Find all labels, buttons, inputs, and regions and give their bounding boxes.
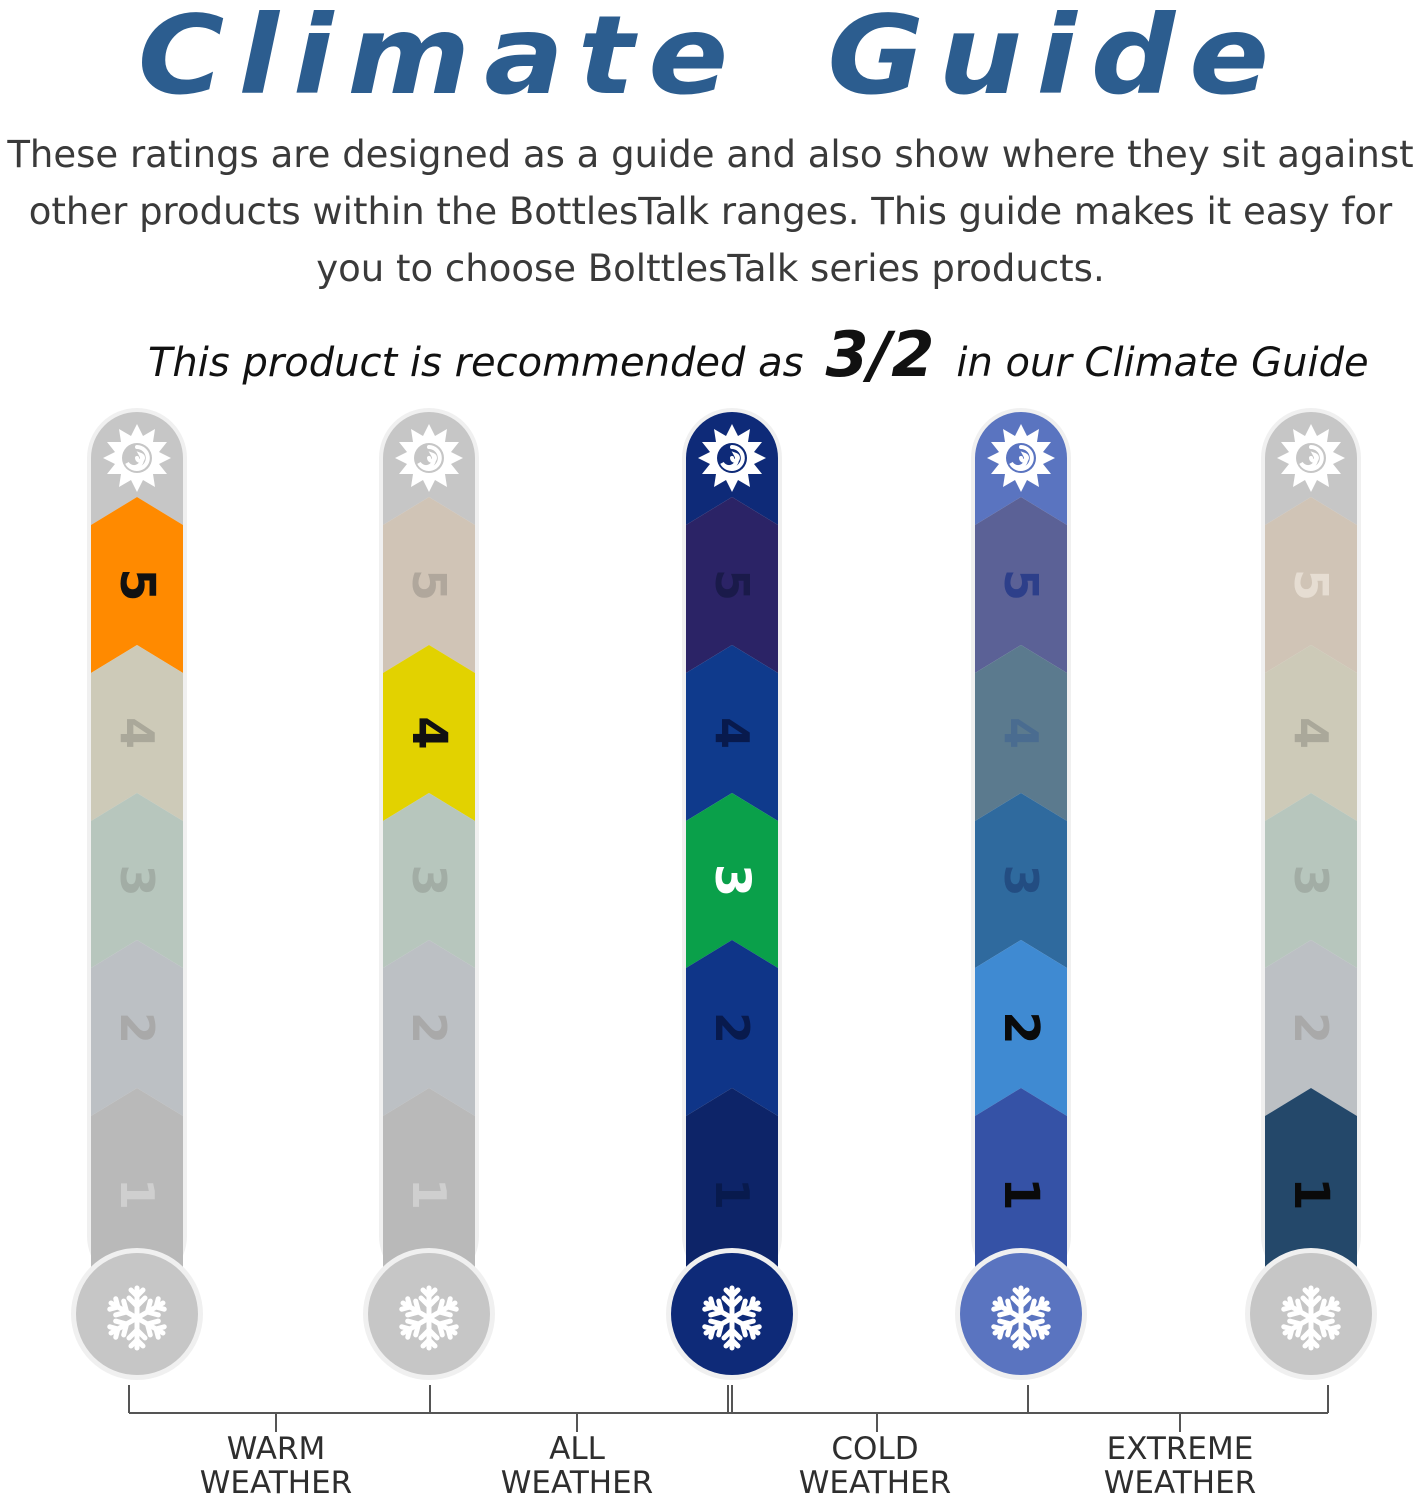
segment-level-2 [975, 940, 1067, 1116]
segment-level-4 [383, 645, 475, 821]
segment-level-1 [91, 1088, 183, 1280]
gauge-3: 5 4 3 2 1 [666, 408, 798, 1380]
level-label-4: 4 [1284, 717, 1338, 749]
segment-level-1 [1265, 1088, 1357, 1280]
segment-level-3 [91, 793, 183, 968]
segment-level-4 [975, 645, 1067, 821]
category-label: WARM WEATHER [156, 1432, 396, 1500]
level-label-4: 4 [401, 716, 457, 749]
level-label-4: 4 [705, 717, 759, 749]
segment-level-2 [383, 940, 475, 1116]
category-line-2: WEATHER [199, 1465, 353, 1501]
gauge-2: 5 4 3 2 1 [363, 408, 495, 1380]
gauge-4: 5 4 3 2 1 [955, 408, 1087, 1380]
segment-level-3 [686, 793, 778, 968]
level-label-1: 1 [705, 1178, 759, 1210]
description: These ratings are designed as a guide an… [0, 126, 1421, 297]
level-label-3: 3 [704, 864, 760, 897]
category-line-1: ALL [549, 1431, 605, 1467]
level-label-3: 3 [1284, 864, 1338, 896]
segment-level-5 [1265, 497, 1357, 673]
segment-level-5 [91, 497, 183, 673]
level-label-2: 2 [110, 1012, 164, 1044]
level-label-3: 3 [994, 864, 1048, 896]
recommendation-suffix: in our Climate Guide [956, 340, 1369, 386]
segment-level-5 [686, 497, 778, 673]
segment-level-5 [975, 497, 1067, 673]
category-line-1: WARM [226, 1431, 326, 1467]
gauge-5: 5 4 3 2 1 [1245, 408, 1377, 1380]
level-label-2: 2 [1284, 1012, 1338, 1044]
segment-level-4 [686, 645, 778, 821]
segment-level-5 [383, 497, 475, 673]
level-label-2: 2 [993, 1011, 1049, 1044]
level-label-1: 1 [993, 1177, 1049, 1210]
category-line-2: WEATHER [1103, 1465, 1257, 1501]
level-label-1: 1 [110, 1178, 164, 1210]
category-label: COLD WEATHER [755, 1432, 995, 1500]
recommendation-rating: 3/2 [825, 318, 935, 391]
category-label: EXTREME WEATHER [1060, 1432, 1300, 1500]
level-label-3: 3 [110, 864, 164, 896]
level-label-2: 2 [402, 1012, 456, 1044]
description-line-2: other products within the BottlesTalk ra… [28, 190, 1393, 233]
segment-level-2 [1265, 940, 1357, 1116]
segment-level-1 [975, 1088, 1067, 1280]
level-label-5: 5 [705, 569, 759, 601]
level-label-1: 1 [1283, 1177, 1339, 1210]
page-title: Climate Guide [137, 0, 1284, 119]
level-label-5: 5 [1284, 569, 1338, 601]
level-label-4: 4 [994, 717, 1048, 749]
segment-level-3 [1265, 793, 1357, 968]
segment-level-4 [91, 645, 183, 821]
category-line-2: WEATHER [798, 1465, 952, 1501]
level-label-1: 1 [402, 1178, 456, 1210]
segment-level-2 [91, 940, 183, 1116]
segment-level-2 [686, 940, 778, 1116]
segment-level-3 [383, 793, 475, 968]
segment-level-4 [1265, 645, 1357, 821]
description-line-1: These ratings are designed as a guide an… [7, 133, 1414, 176]
gauge-1: 5 4 3 2 1 [71, 408, 203, 1380]
category-label: ALL WEATHER [457, 1432, 697, 1500]
category-line-1: COLD [831, 1431, 919, 1467]
category-line-2: WEATHER [500, 1465, 654, 1501]
level-label-3: 3 [402, 864, 456, 896]
level-label-5: 5 [402, 569, 456, 601]
segment-level-1 [686, 1088, 778, 1280]
segment-level-3 [975, 793, 1067, 968]
category-line-1: EXTREME [1106, 1431, 1254, 1467]
level-label-5: 5 [109, 568, 165, 601]
description-line-3: you to choose BolttlesTalk series produc… [316, 247, 1105, 290]
recommendation-line: This product is recommended as 3/2 in our … [148, 318, 1408, 391]
level-label-5: 5 [994, 569, 1048, 601]
level-label-2: 2 [705, 1012, 759, 1044]
recommendation-prefix: This product is recommended as [148, 340, 804, 386]
gauges-layer: 5 4 3 2 1 5 4 3 2 1 5 4 3 2 1 5 4 3 2 1 5 4 3 2 1 [71, 408, 1377, 1380]
category-bracket [128, 1385, 1329, 1432]
segment-level-1 [383, 1088, 475, 1280]
level-label-4: 4 [110, 717, 164, 749]
